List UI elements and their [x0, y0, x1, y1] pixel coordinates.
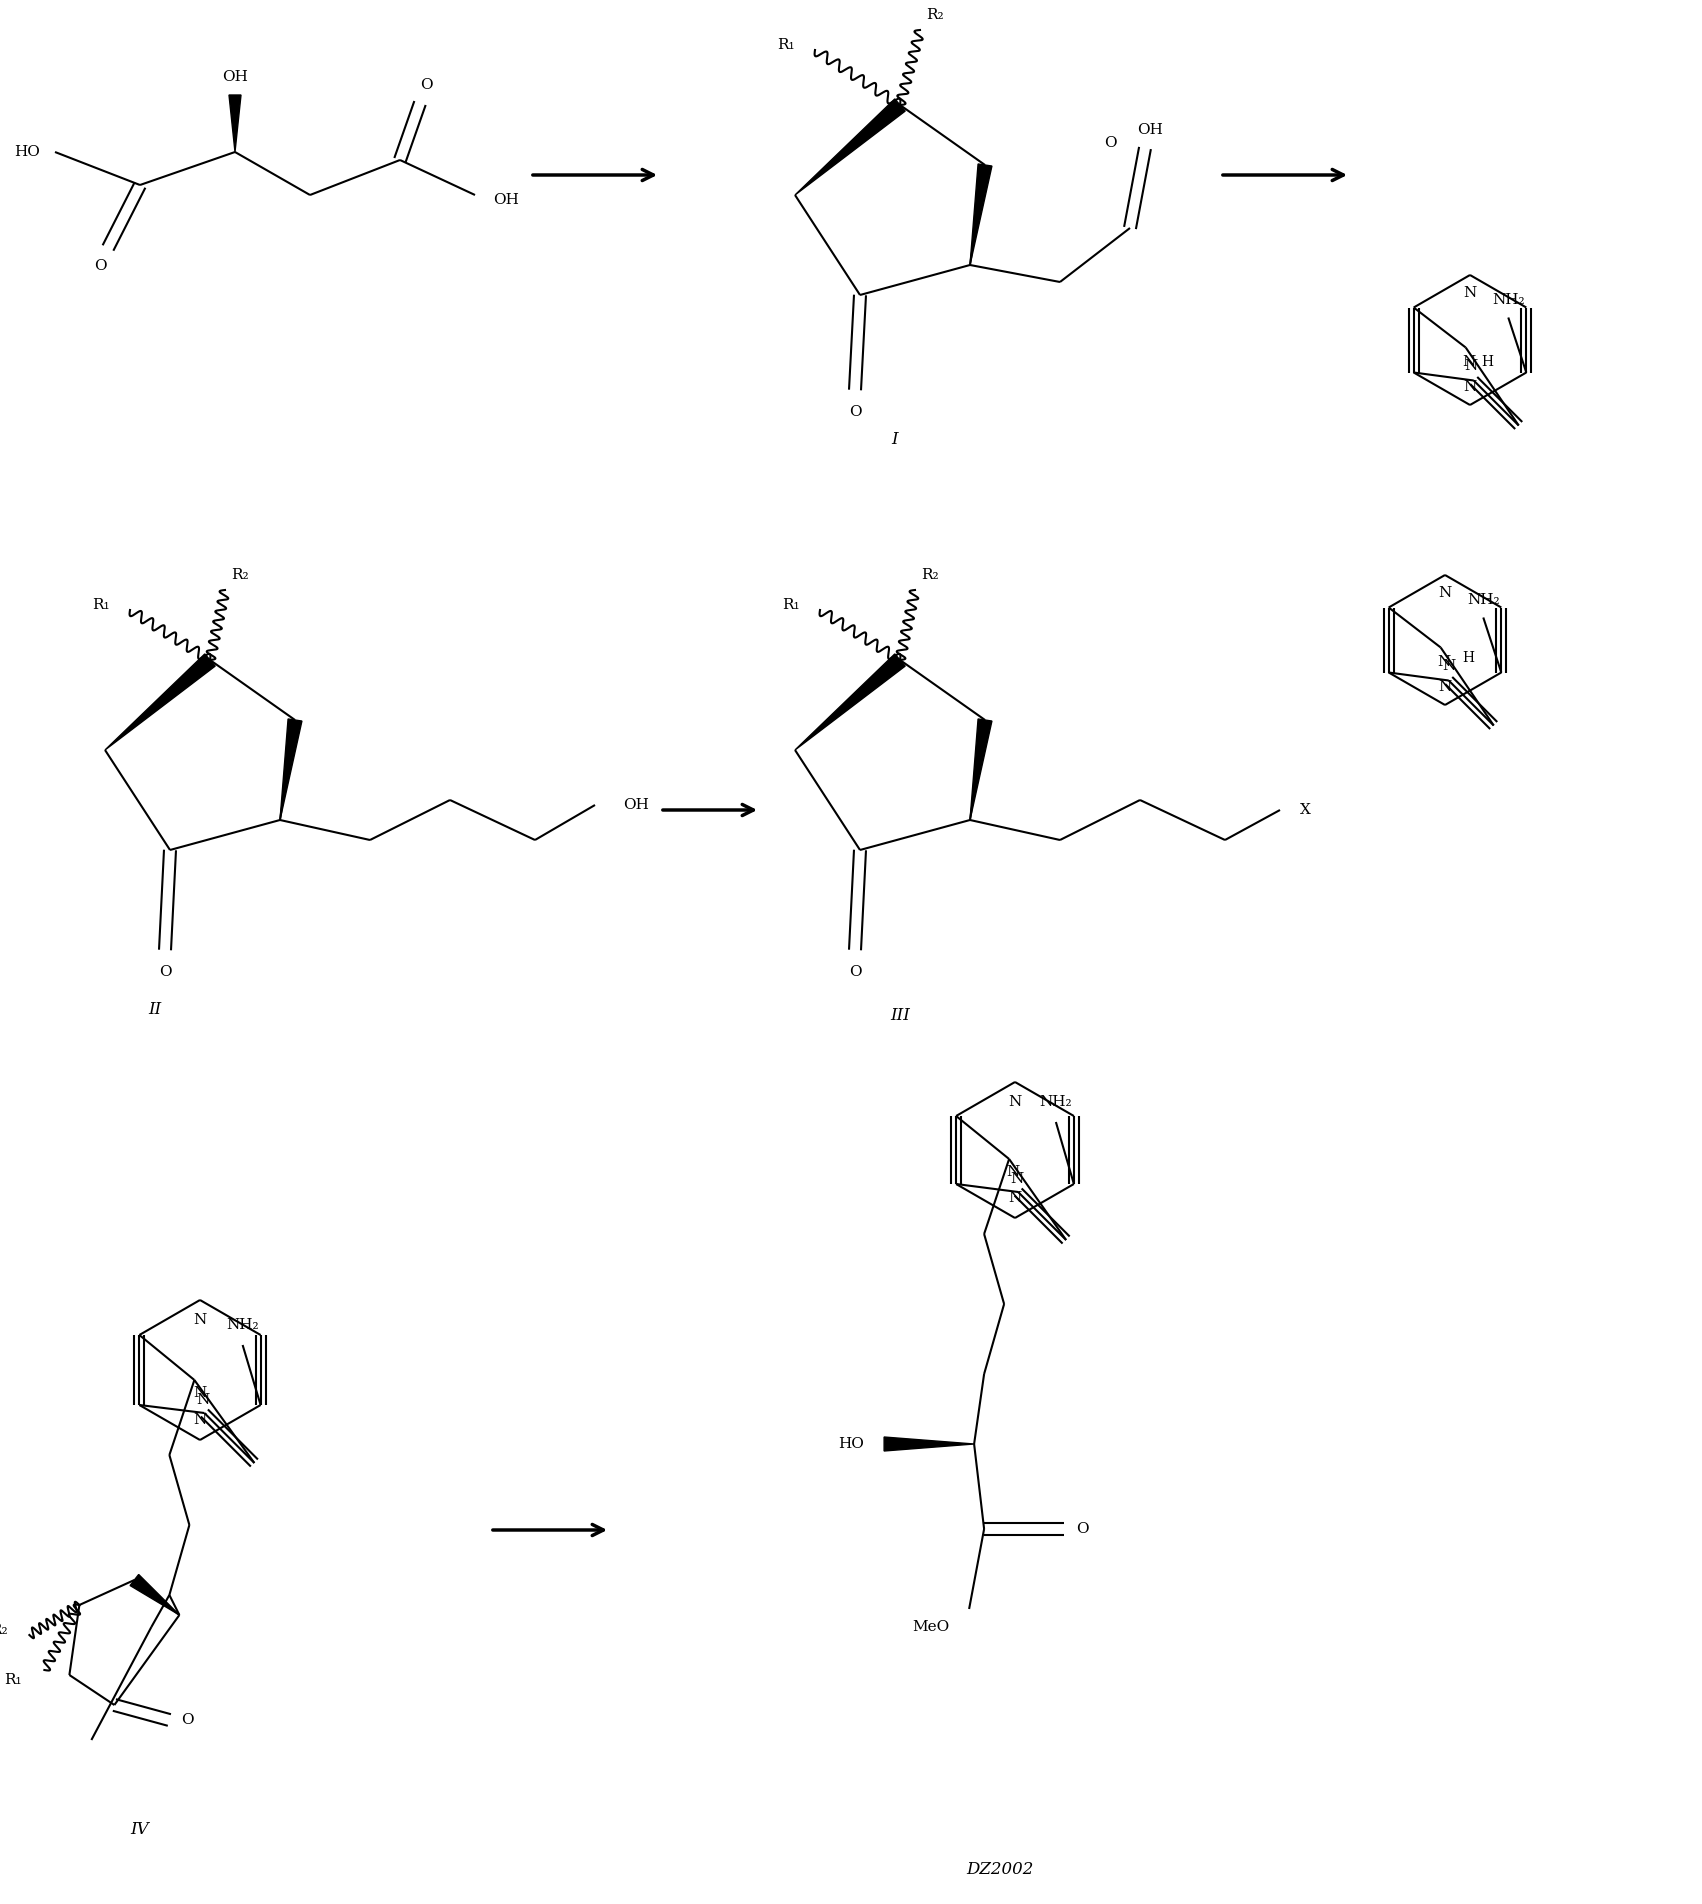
- Text: N: N: [1464, 358, 1477, 373]
- Text: N: N: [1464, 286, 1477, 301]
- Text: N: N: [1438, 586, 1452, 600]
- Text: N: N: [194, 1314, 206, 1327]
- Text: NH₂: NH₂: [226, 1318, 259, 1333]
- Text: MeO: MeO: [912, 1620, 950, 1634]
- Text: IV: IV: [131, 1822, 150, 1839]
- Text: N: N: [1008, 1192, 1021, 1205]
- Text: NH₂: NH₂: [1040, 1095, 1072, 1108]
- Text: HO: HO: [14, 145, 41, 160]
- Polygon shape: [795, 653, 905, 750]
- Text: O: O: [1076, 1521, 1088, 1537]
- Text: R₁: R₁: [778, 38, 795, 51]
- Polygon shape: [281, 720, 301, 821]
- Text: O: O: [849, 406, 861, 419]
- Text: NH₂: NH₂: [1493, 293, 1525, 307]
- Text: O: O: [849, 965, 861, 979]
- Polygon shape: [883, 1438, 974, 1451]
- Text: N: N: [1442, 659, 1455, 672]
- Text: R₁: R₁: [3, 1674, 22, 1687]
- Polygon shape: [970, 164, 992, 265]
- Text: O: O: [180, 1714, 194, 1727]
- Text: N: N: [1008, 1095, 1021, 1108]
- Text: R₂: R₂: [926, 8, 945, 23]
- Text: R₂: R₂: [921, 567, 940, 583]
- Text: R₂: R₂: [0, 1622, 7, 1637]
- Polygon shape: [230, 95, 242, 152]
- Text: HO: HO: [839, 1438, 865, 1451]
- Text: O: O: [158, 965, 172, 979]
- Polygon shape: [795, 99, 905, 194]
- Text: OH: OH: [623, 798, 648, 811]
- Text: N: N: [1006, 1165, 1019, 1179]
- Text: OH: OH: [494, 192, 519, 208]
- Text: N: N: [192, 1386, 206, 1399]
- Text: N: N: [1464, 381, 1477, 394]
- Text: N: N: [1438, 680, 1452, 693]
- Text: N: N: [1462, 356, 1476, 369]
- Text: X: X: [1300, 803, 1311, 817]
- Polygon shape: [129, 1575, 179, 1615]
- Text: R₁: R₁: [783, 598, 800, 611]
- Text: R₂: R₂: [231, 567, 248, 583]
- Polygon shape: [106, 653, 214, 750]
- Polygon shape: [970, 720, 992, 821]
- Text: DZ2002: DZ2002: [967, 1862, 1033, 1879]
- Text: H: H: [1482, 356, 1494, 369]
- Text: OH: OH: [221, 70, 248, 84]
- Text: N: N: [194, 1413, 206, 1426]
- Text: N: N: [196, 1394, 209, 1407]
- Text: III: III: [890, 1007, 911, 1024]
- Text: O: O: [1105, 135, 1117, 150]
- Text: II: II: [148, 1002, 162, 1019]
- Text: R₁: R₁: [92, 598, 111, 611]
- Text: OH: OH: [1137, 124, 1162, 137]
- Text: O: O: [94, 259, 106, 272]
- Text: NH₂: NH₂: [1467, 592, 1499, 607]
- Text: I: I: [892, 432, 899, 449]
- Text: N: N: [1011, 1173, 1023, 1186]
- Text: N: N: [1436, 655, 1450, 670]
- Text: O: O: [420, 78, 432, 91]
- Text: H: H: [1462, 651, 1474, 664]
